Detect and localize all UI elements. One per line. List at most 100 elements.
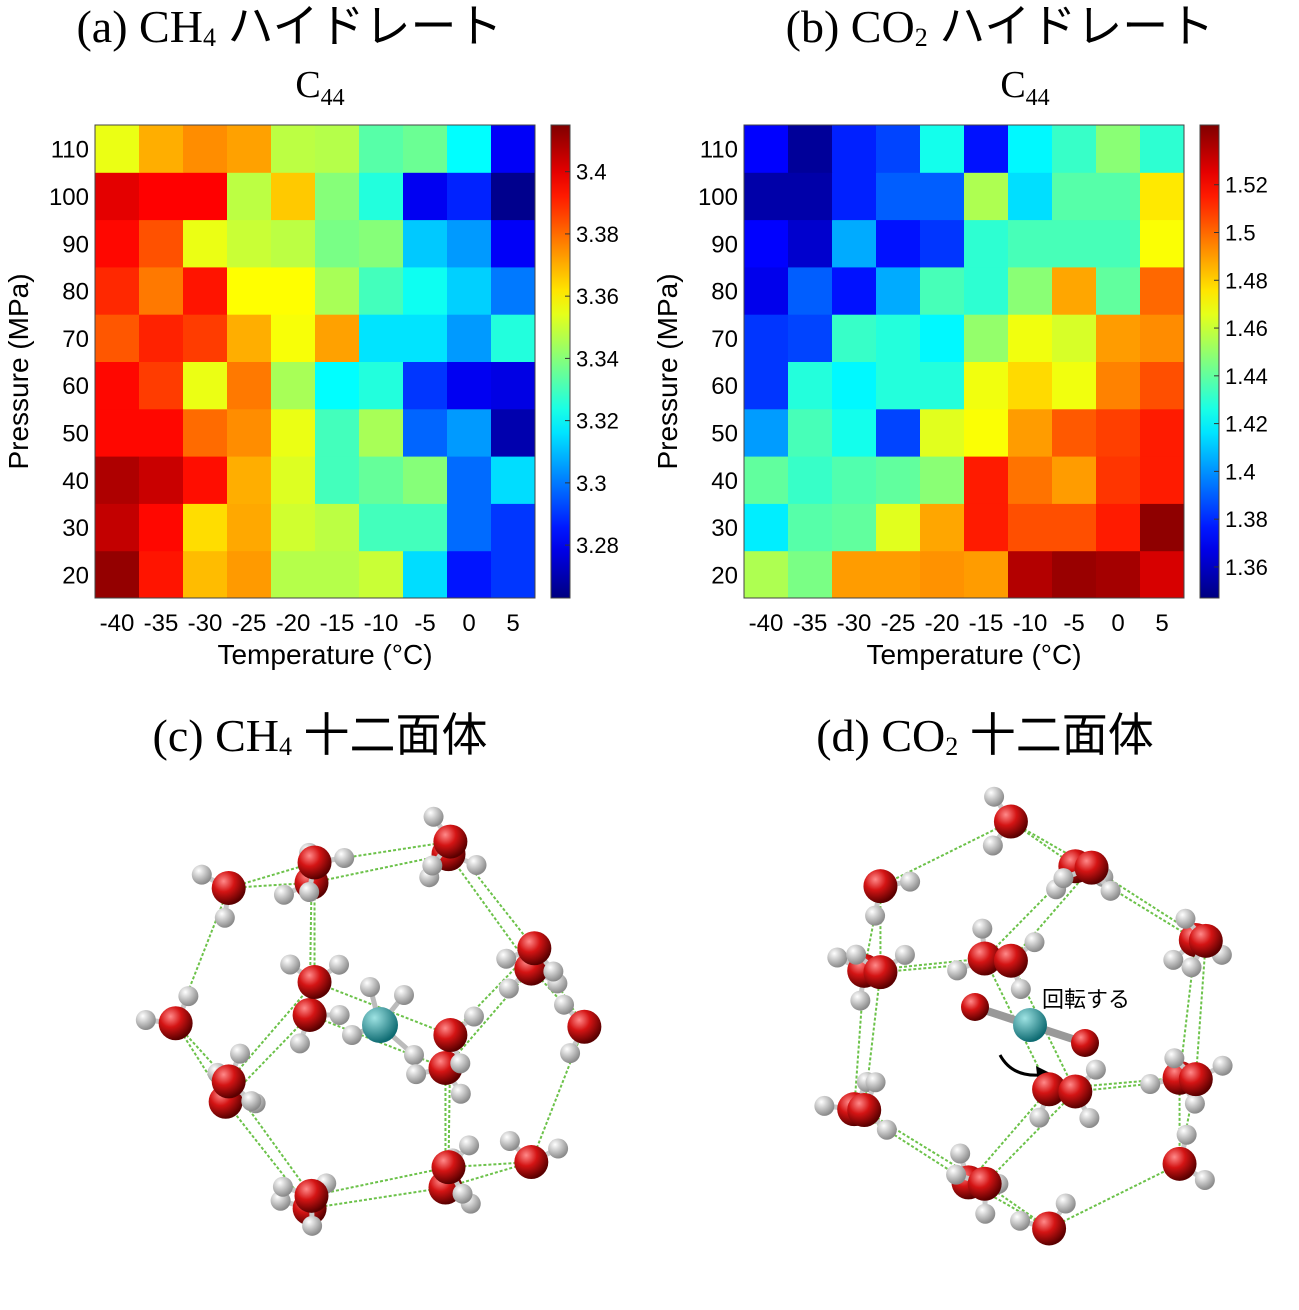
- hydrogen-atom: [984, 786, 1005, 807]
- hydrogen-atom: [241, 1091, 262, 1112]
- heatmap-cell: [832, 125, 877, 173]
- colorbar: [1199, 124, 1220, 599]
- heatmap-cell: [1096, 172, 1141, 221]
- x-tick-label: -30: [188, 610, 223, 637]
- colorbar-tick-label: 3.28: [576, 533, 619, 558]
- hydrogen-bond: [1194, 940, 1207, 1080]
- x-tick-label: 0: [1111, 610, 1124, 637]
- oxygen-atom: [847, 1093, 882, 1128]
- heatmap-cell: [95, 125, 140, 173]
- hydrogen-bond: [311, 1166, 449, 1197]
- co2-dodecahedron-illustration: 回転する: [814, 786, 1233, 1246]
- heatmap-cell: [788, 125, 833, 173]
- hydrogen-atom: [1181, 957, 1202, 978]
- colorbar-tick-label: 1.46: [1225, 316, 1268, 341]
- heatmap-cell: [271, 219, 316, 268]
- hydrogen-atom: [1194, 1169, 1215, 1190]
- oxygen-atom: [517, 931, 552, 966]
- heatmap-cell: [1008, 550, 1053, 599]
- oxygen-atom: [292, 997, 327, 1032]
- oxygen-atom: [967, 1166, 1002, 1201]
- heatmap-cell: [183, 361, 228, 410]
- oxygen-atom: [967, 941, 1002, 976]
- panel-c-title: (c) CH4 十二面体: [152, 710, 488, 761]
- heatmap-cell: [227, 125, 272, 173]
- heatmap-cell: [1140, 361, 1185, 410]
- heatmap-cell: [964, 125, 1009, 173]
- hydrogen-atom: [1163, 949, 1184, 970]
- heatmap-cell: [447, 503, 492, 552]
- heatmap-cell: [359, 314, 404, 362]
- heatmap-cell: [139, 219, 184, 268]
- panel-b-title: (b) CO2 ハイドレート: [785, 1, 1215, 52]
- heatmap-cell: [1096, 550, 1141, 599]
- colorbar: [550, 124, 571, 599]
- hydrogen-atom: [865, 1072, 886, 1093]
- colorbar-tick-label: 1.48: [1225, 268, 1268, 293]
- heatmap-cell: [964, 361, 1009, 410]
- heatmap-cell: [1096, 456, 1141, 504]
- ch4-dodecahedron-illustration: [135, 806, 602, 1236]
- heatmap-cell: [964, 219, 1009, 268]
- heatmap-cell: [876, 219, 921, 268]
- heatmap-cell: [788, 219, 833, 268]
- heatmap-cell: [271, 408, 316, 457]
- x-tick-label: -25: [881, 610, 916, 637]
- heatmap-cell: [1008, 219, 1053, 268]
- oxygen-atom: [1178, 1062, 1213, 1097]
- heatmap-cell: [964, 408, 1009, 457]
- heatmap-cell: [491, 314, 536, 362]
- hydrogen-bond: [309, 1186, 446, 1210]
- heatmap-cell: [491, 172, 536, 221]
- heatmap-cell: [920, 550, 965, 599]
- oxygen-atom: [1074, 850, 1109, 885]
- heatmap-cell: [1052, 219, 1097, 268]
- heatmap-cell: [139, 550, 184, 599]
- heatmap-cell: [315, 314, 360, 362]
- heatmap-cell: [1052, 172, 1097, 221]
- y-tick-label: 90: [711, 231, 738, 258]
- oxygen-atom: [1032, 1072, 1067, 1107]
- heatmap-cell: [1140, 125, 1185, 173]
- plot-frame: [743, 124, 1185, 599]
- y-tick-label: 60: [62, 373, 89, 400]
- heatmap-cell: [1096, 361, 1141, 410]
- oxygen-atom: [1071, 1029, 1099, 1057]
- heatmap-cell: [447, 408, 492, 457]
- heatmap-cell: [271, 172, 316, 221]
- y-tick-label: 70: [711, 326, 738, 353]
- oxygen-atom: [433, 824, 468, 859]
- heatmap-cell: [315, 408, 360, 457]
- hydrogen-atom: [947, 960, 968, 981]
- oxygen-atom: [1162, 1146, 1197, 1181]
- x-tick-label: -30: [837, 610, 872, 637]
- heatmap-cell: [876, 550, 921, 599]
- heatmap-cell: [1052, 361, 1097, 410]
- heatmap-cell: [139, 314, 184, 362]
- heatmap-cell: [491, 456, 536, 504]
- heatmap-cell: [183, 550, 228, 599]
- x-tick-label: -15: [320, 610, 355, 637]
- heatmap-cell: [876, 314, 921, 362]
- x-axis-label: Temperature (°C): [217, 639, 432, 670]
- oxygen-atom: [297, 965, 332, 1000]
- heatmap-cell: [359, 408, 404, 457]
- x-tick-label: -20: [925, 610, 960, 637]
- heatmap-cell: [964, 314, 1009, 362]
- y-tick-label: 40: [711, 468, 738, 495]
- heatmap-cell: [403, 361, 448, 410]
- hydrogen-atom: [1176, 1124, 1197, 1145]
- hydrogen-atom: [846, 944, 867, 965]
- hydrogen-atom: [1053, 868, 1074, 889]
- y-tick-label: 80: [62, 279, 89, 306]
- hydrogen-atom: [972, 918, 993, 939]
- heatmap-cell: [447, 172, 492, 221]
- hydrogen-atom: [280, 954, 301, 975]
- heatmap-cell: [1140, 314, 1185, 362]
- hydrogen-atom: [289, 1033, 310, 1054]
- heatmap-cell: [315, 219, 360, 268]
- panel-b-subtitle: C44: [1000, 64, 1050, 111]
- oxygen-atom: [433, 1018, 468, 1053]
- heatmap-cell: [227, 172, 272, 221]
- hydrogen-atom: [450, 1053, 471, 1074]
